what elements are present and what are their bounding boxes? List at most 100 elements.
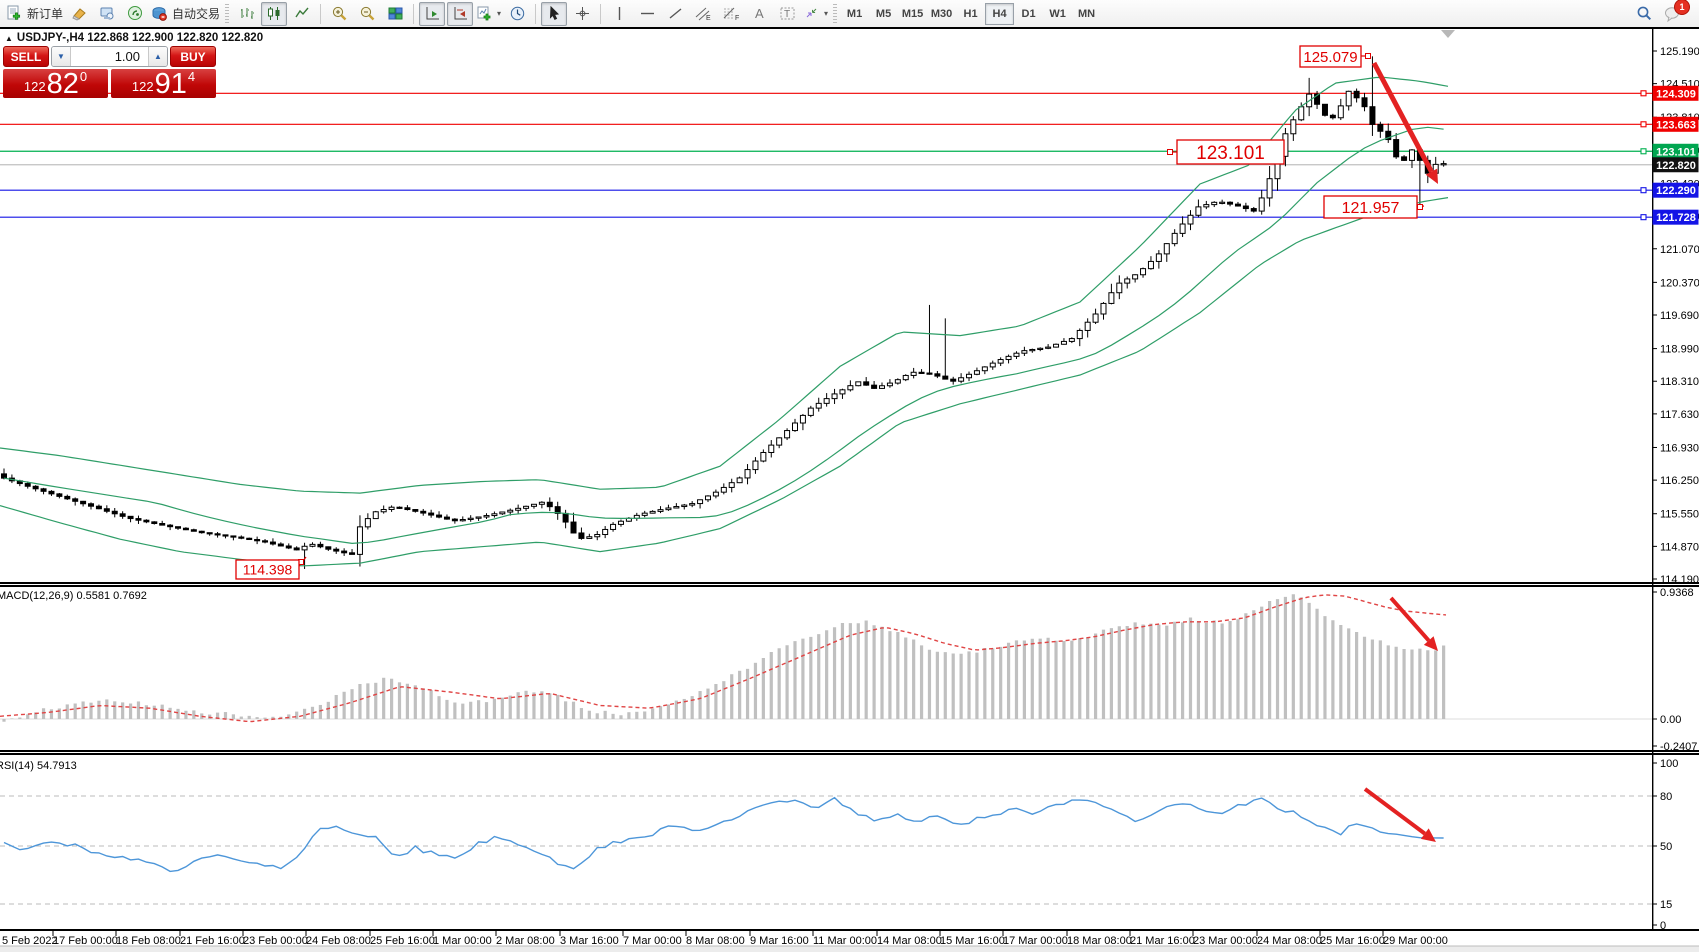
volume-decrease-button[interactable]: ▼ (52, 47, 71, 66)
new-order-button[interactable]: 新订单 (5, 2, 64, 26)
horizontal-line-button[interactable] (634, 2, 660, 26)
price-annotation-box (235, 559, 300, 580)
search-icon (1637, 6, 1652, 20)
svg-text:125.190: 125.190 (1660, 46, 1699, 58)
pane-separator (0, 582, 1699, 584)
svg-text:114.190: 114.190 (1660, 574, 1699, 586)
timeframe-M5[interactable]: M5 (875, 7, 892, 20)
svg-text:0.00: 0.00 (1660, 714, 1681, 726)
tile-windows-icon (388, 7, 403, 20)
equidistant-channel-button[interactable]: E (690, 2, 716, 26)
candlestick-chart-button[interactable] (261, 1, 288, 26)
timeframe-W1[interactable]: W1 (1049, 7, 1066, 20)
svg-text:120.370: 120.370 (1660, 277, 1699, 289)
time-axis-label: 5 Feb 2022 (2, 935, 58, 947)
add-chart-button[interactable]: ▾ (475, 2, 502, 26)
svg-text:15: 15 (1660, 899, 1672, 911)
indicator-list-button[interactable] (419, 1, 446, 26)
toolbar-grip (225, 3, 230, 24)
cursor-button[interactable] (541, 1, 568, 26)
trendline-icon (669, 8, 681, 19)
svg-text:118.310: 118.310 (1660, 376, 1699, 388)
text-label-button[interactable]: T (774, 2, 800, 26)
line-handle (1640, 187, 1647, 194)
eraser-button[interactable] (66, 2, 92, 26)
time-axis-label: 17 Feb 00:00 (53, 935, 118, 947)
toolbar-separator (535, 3, 537, 24)
volume-increase-button[interactable]: ▲ (148, 47, 167, 66)
trend-arrow (1371, 61, 1434, 173)
timeframe-M1[interactable]: M1 (846, 7, 863, 20)
autotrading-label: 自动交易 (172, 7, 221, 21)
toolbar-grip (833, 3, 838, 24)
trend-arrow (1389, 596, 1431, 642)
search-button[interactable] (1631, 2, 1657, 26)
time-axis-label: 24 Feb 08:00 (306, 935, 371, 947)
price-annotation-text: 123.101 (1196, 143, 1265, 164)
svg-text:117.630: 117.630 (1660, 409, 1699, 421)
price-badge (1652, 116, 1699, 132)
arrows-button[interactable]: ▾ (802, 2, 829, 26)
timeframe-H4[interactable]: H4 (985, 2, 1015, 25)
timeframe-M15[interactable]: M15 (901, 7, 924, 20)
time-axis-label: 8 Mar 08:00 (686, 935, 745, 947)
time-axis-label: 7 Mar 00:00 (623, 935, 682, 947)
price-badge (1652, 182, 1699, 198)
svg-text:80: 80 (1660, 791, 1672, 803)
svg-text:T: T (784, 9, 790, 20)
signals-button[interactable] (122, 2, 148, 26)
macd-signal-line (0, 594, 1447, 723)
svg-text:-0.2407: -0.2407 (1660, 741, 1697, 753)
timeframe-toolbar: M1 M5 M15 M30 H1 H4 D1 W1 MN (840, 2, 1101, 25)
clock-icon (510, 6, 524, 21)
fibonacci-button[interactable]: F (718, 2, 744, 26)
time-axis-label: 3 Mar 16:00 (560, 935, 619, 947)
timeframe-H1[interactable]: H1 (963, 7, 978, 20)
bar-chart-button[interactable] (233, 2, 259, 26)
crosshair-button[interactable] (569, 2, 595, 26)
autotrading-button[interactable]: 自动交易 (150, 2, 221, 26)
annotation-handle (1365, 53, 1371, 59)
timeframe-D1[interactable]: D1 (1021, 7, 1036, 20)
notifications-button[interactable]: 1 (1659, 0, 1690, 26)
buy-button[interactable]: BUY (170, 46, 216, 67)
volume-input[interactable]: 1.00 (114, 49, 140, 64)
bollinger-middle (3, 126, 1444, 545)
sell-button[interactable]: SELL (3, 46, 49, 67)
vertical-line-button[interactable] (606, 2, 632, 26)
zoom-out-button[interactable] (354, 2, 380, 26)
time-axis-label: 23 Mar 00:00 (1193, 935, 1258, 947)
tile-windows-button[interactable] (382, 2, 408, 26)
svg-text:0.9368: 0.9368 (1660, 587, 1694, 599)
svg-text:115.550: 115.550 (1660, 509, 1699, 521)
trendline-button[interactable] (662, 2, 688, 26)
signals-icon (127, 6, 142, 20)
line-chart-button[interactable] (289, 2, 315, 26)
chart-symbol-icon: ▲ (5, 33, 13, 43)
zoom-in-button[interactable] (326, 2, 352, 26)
expert-advisor-button[interactable] (94, 2, 120, 26)
trend-arrow (1363, 787, 1426, 836)
time-axis-label: 21 Mar 16:00 (1130, 935, 1195, 947)
time-axis-label: 21 Feb 16:00 (180, 935, 245, 947)
period-button[interactable] (504, 2, 530, 26)
indicator-window-button[interactable] (447, 1, 474, 26)
timeframe-MN[interactable]: MN (1078, 7, 1096, 20)
equidistant-channel-icon: E (695, 7, 711, 22)
sell-price-tile[interactable]: 122 82 0 (3, 69, 108, 99)
timeframe-M30[interactable]: M30 (930, 7, 953, 20)
symbol-ohlc-text: USDJPY-,H4 122.868 122.900 122.820 122.8… (16, 32, 264, 44)
candlestick-chart-icon (267, 7, 280, 20)
toolbar-separator (320, 3, 322, 24)
pane-separator (0, 750, 1699, 752)
time-axis-label: 24 Mar 08:00 (1257, 935, 1322, 947)
line-chart-icon (294, 7, 309, 18)
price-annotation-text: 121.957 (1342, 200, 1400, 217)
buy-price-tile[interactable]: 122 91 4 (111, 69, 216, 99)
time-axis-label: 9 Mar 16:00 (750, 935, 809, 947)
sell-price-base: 122 (23, 79, 46, 94)
macd-pane (0, 594, 1652, 723)
text-button[interactable]: A (746, 2, 772, 26)
notification-badge: 1 (1674, 0, 1690, 15)
